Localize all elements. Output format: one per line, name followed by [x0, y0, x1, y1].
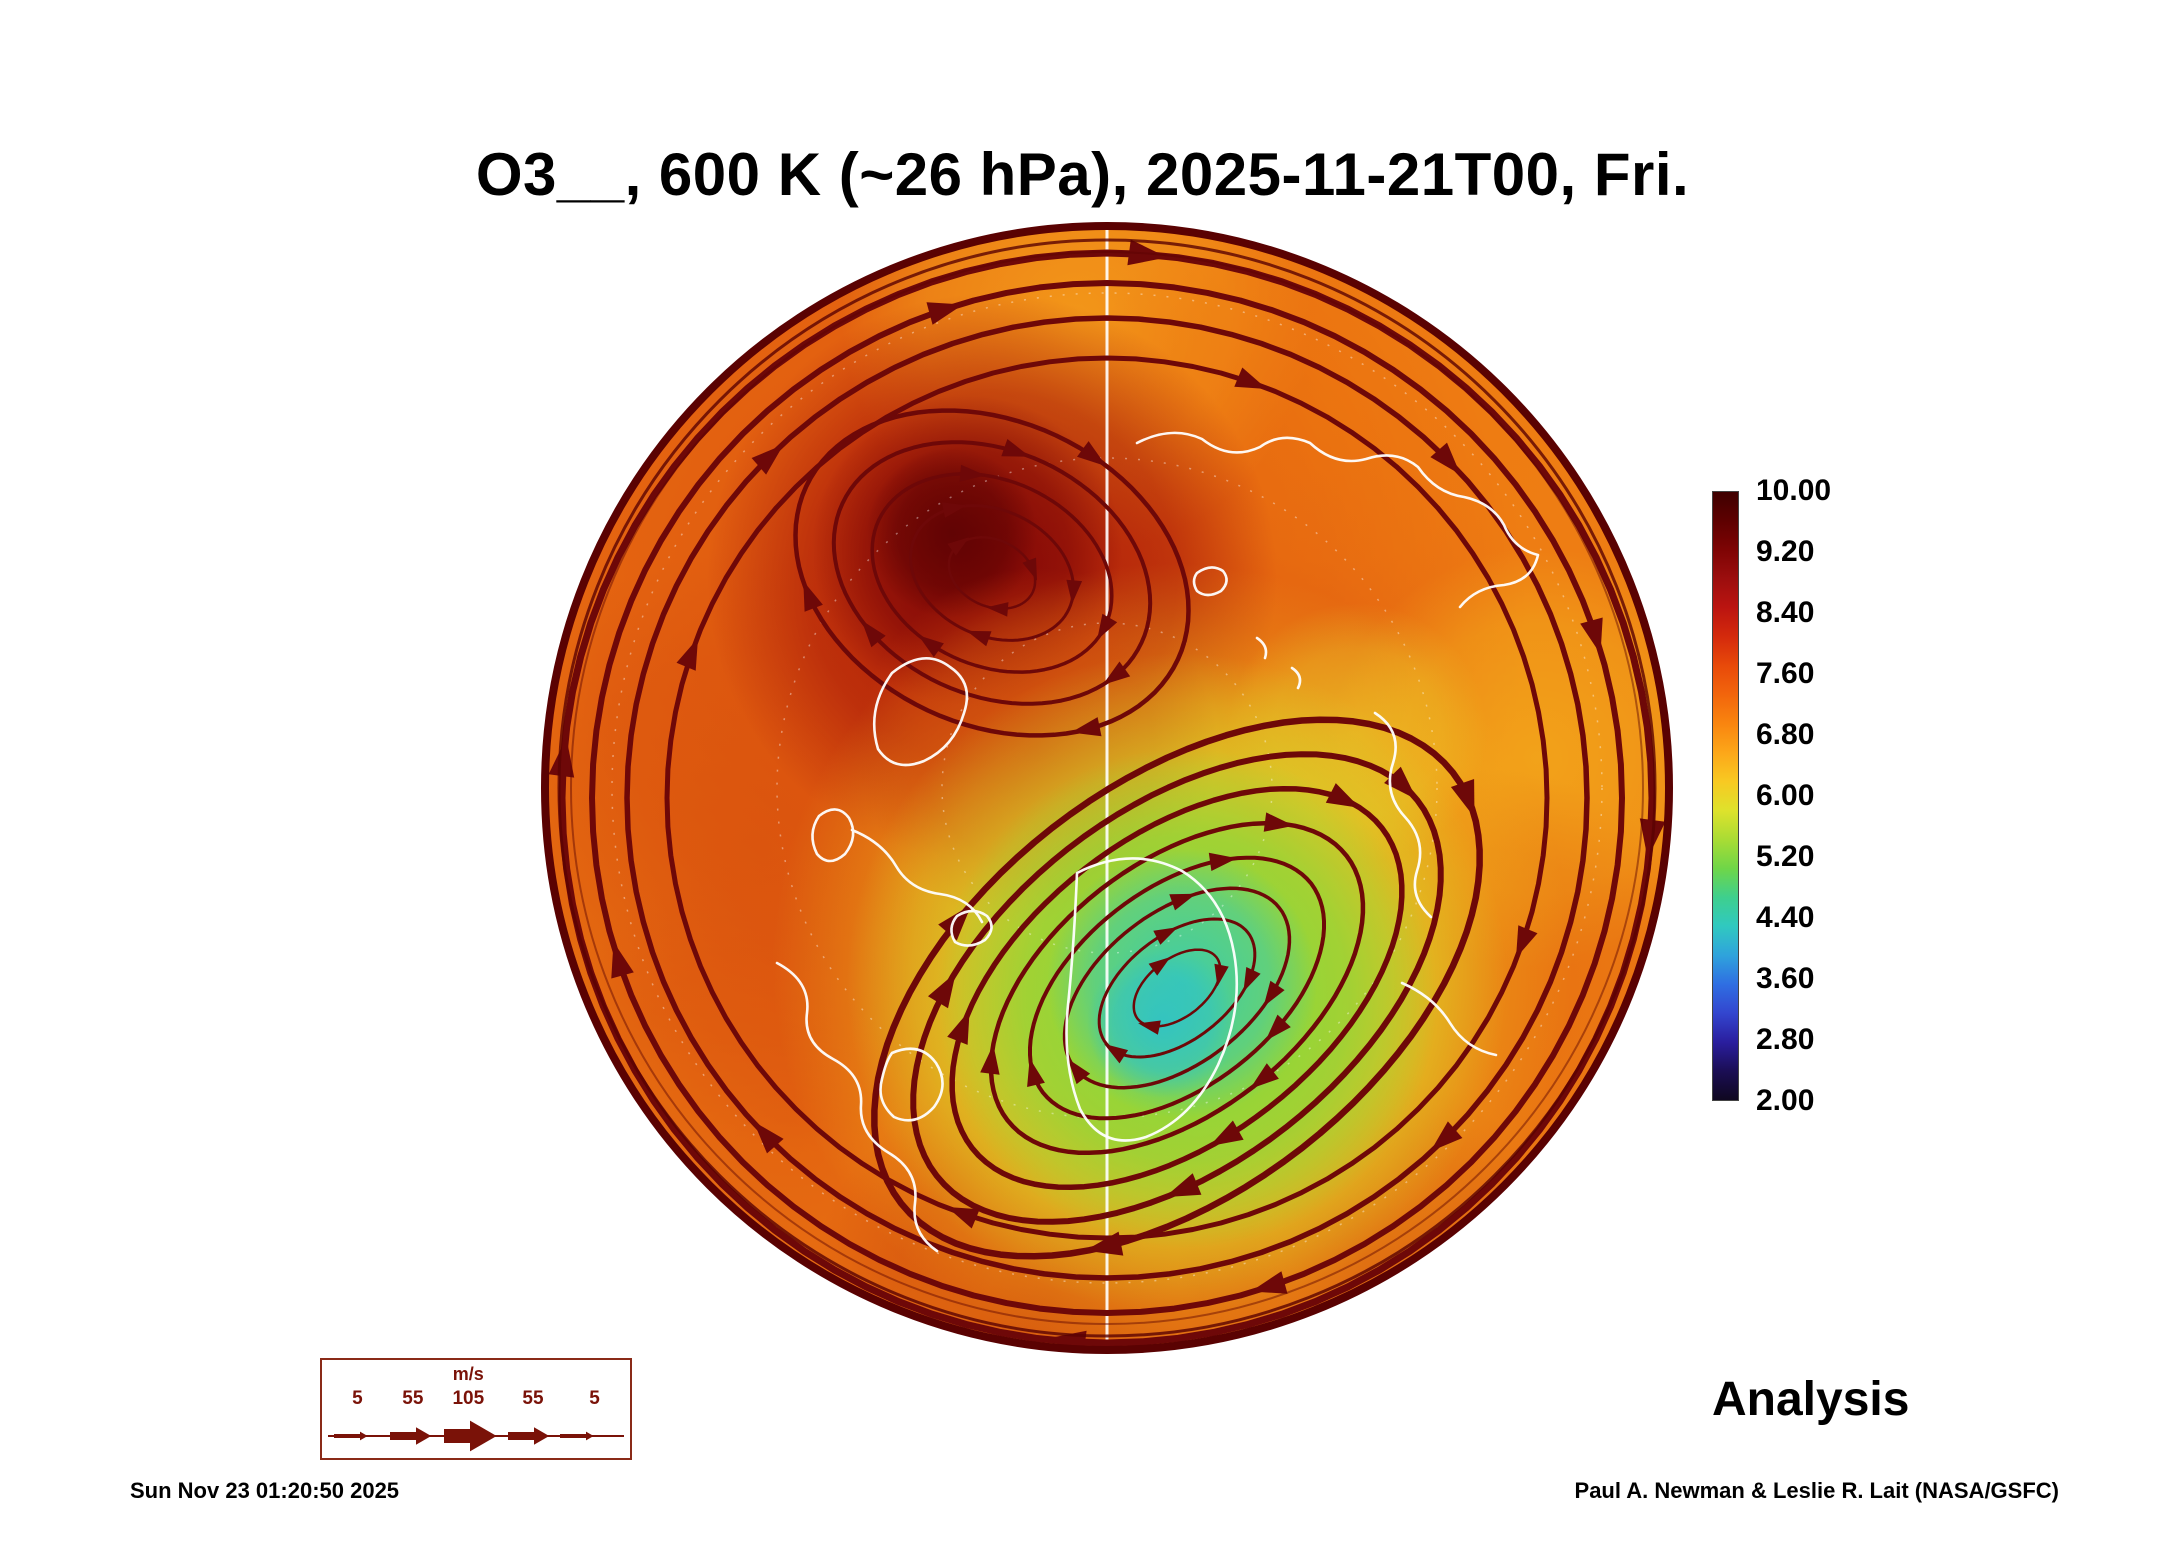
- wind-legend-value: 5: [589, 1388, 600, 1409]
- wind-legend-value: 55: [522, 1388, 544, 1409]
- analysis-label: Analysis: [1712, 1373, 1910, 1426]
- wind-legend-value: 105: [452, 1388, 485, 1409]
- colorbar-tick-labels: 10.00 9.20 8.40 7.60 6.80 6.00 5.20 4.40 3.60 2.8…: [1756, 474, 1896, 1117]
- wind-legend-values: 5 55 105 55 5: [322, 1388, 630, 1410]
- colorbar-tick: 2.00: [1756, 1084, 1815, 1117]
- figure-title: O3__, 600 K (~26 hPa), 2025-11-21T00, Fr…: [475, 141, 1690, 208]
- colorbar-tick: 6.00: [1756, 779, 1815, 812]
- colorbar-tick: 8.40: [1756, 596, 1815, 629]
- wind-legend-value: 5: [352, 1388, 363, 1409]
- wind-legend-unit: m/s: [452, 1364, 484, 1384]
- colorbar-tick: 7.60: [1756, 657, 1815, 690]
- wind-speed-legend: m/s 5 55 105 55 5: [320, 1358, 632, 1460]
- colorbar-tick: 5.20: [1756, 840, 1815, 873]
- colorbar-gradient: [1712, 491, 1739, 1101]
- generation-timestamp: Sun Nov 23 01:20:50 2025: [130, 1478, 400, 1503]
- colorbar-tick: 4.40: [1756, 901, 1815, 934]
- colorbar-tick: 10.00: [1756, 474, 1832, 507]
- colorbar-tick: 2.80: [1756, 1023, 1815, 1056]
- wind-legend-value: 55: [402, 1388, 424, 1409]
- colorbar-tick: 6.80: [1756, 718, 1815, 751]
- wind-arrow-scale-icon: [328, 1420, 624, 1452]
- colorbar-tick: 9.20: [1756, 535, 1815, 568]
- credit-line: Paul A. Newman & Leslie R. Lait (NASA/GS…: [1574, 1478, 2059, 1503]
- colorbar-tick: 3.60: [1756, 962, 1815, 995]
